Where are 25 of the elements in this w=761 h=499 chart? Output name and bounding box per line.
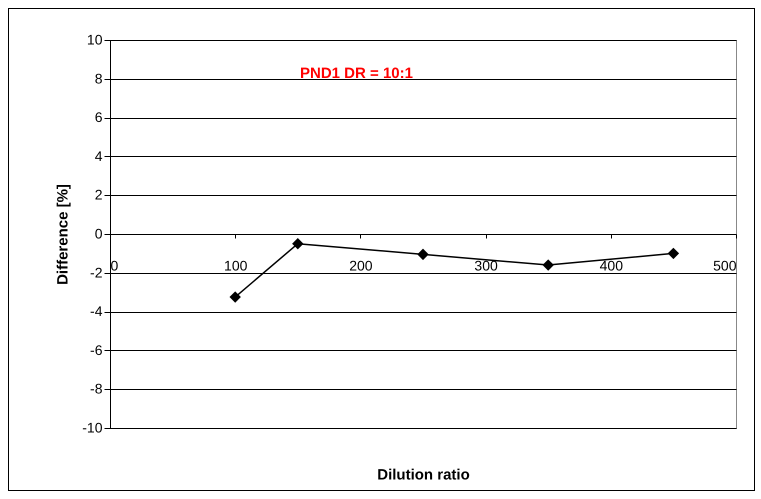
point: [542, 259, 554, 271]
y-tick-label: 2: [94, 186, 103, 203]
point: [668, 248, 680, 260]
y-tick-label: 0: [94, 226, 103, 242]
y-tick-label: 6: [94, 109, 103, 126]
point: [417, 248, 429, 260]
point: [230, 291, 241, 303]
x-tick-label: 200: [349, 258, 373, 274]
x-tick-label: 0: [110, 258, 118, 274]
y-tick-label: -6: [90, 342, 103, 358]
y-tick-label: 4: [94, 148, 103, 164]
y-tick-label: -8: [90, 380, 103, 397]
x-tick-label: 500: [713, 258, 737, 274]
x-tick-label: 300: [474, 258, 498, 274]
point: [292, 238, 304, 250]
x-tick-label: 100: [224, 258, 248, 274]
x-axis-title: Dilution ratio: [377, 466, 470, 484]
y-tick-label: -10: [82, 420, 103, 436]
y-axis-title: Difference [%]: [54, 184, 72, 285]
annotation: PND1 DR = 10:1: [300, 65, 413, 82]
y-tick-label: -2: [90, 264, 103, 280]
y-tick-label: 8: [94, 70, 103, 86]
x-tick-label: 400: [600, 258, 624, 274]
y-tick-label: -4: [90, 303, 103, 320]
y-tick-label: 10: [86, 32, 103, 48]
